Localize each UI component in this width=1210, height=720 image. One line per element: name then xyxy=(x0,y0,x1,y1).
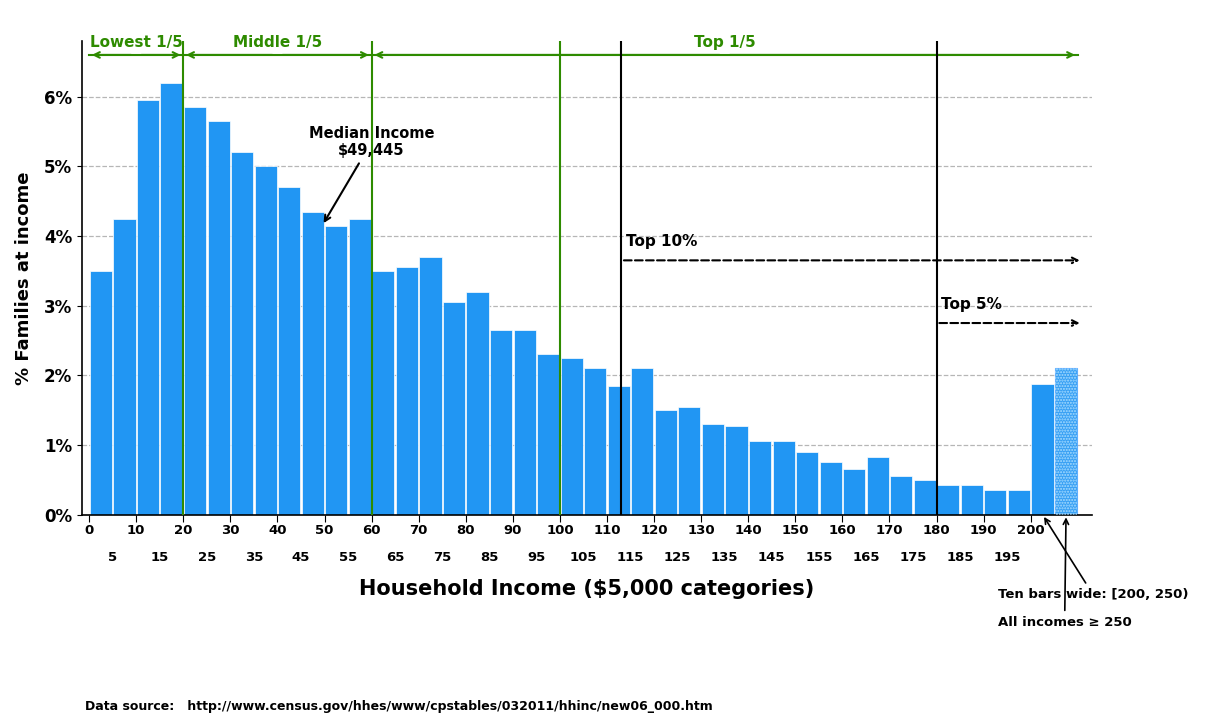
Bar xyxy=(467,292,489,515)
Text: Top 5%: Top 5% xyxy=(941,297,1002,312)
Bar xyxy=(1031,384,1054,515)
Bar xyxy=(891,476,912,515)
Bar xyxy=(584,369,606,515)
Bar xyxy=(938,485,960,515)
Text: 115: 115 xyxy=(617,551,644,564)
Text: Lowest 1/5: Lowest 1/5 xyxy=(90,35,183,50)
Bar xyxy=(866,457,889,515)
Bar xyxy=(208,121,230,515)
Bar xyxy=(961,485,983,515)
Bar xyxy=(184,107,206,515)
Bar xyxy=(655,410,676,515)
Text: 75: 75 xyxy=(433,551,451,564)
Bar xyxy=(537,354,559,515)
Bar xyxy=(114,219,136,515)
Text: All incomes ≥ 250: All incomes ≥ 250 xyxy=(998,519,1131,629)
Bar xyxy=(1055,369,1077,515)
Bar xyxy=(679,407,701,515)
Bar xyxy=(560,358,583,515)
Bar xyxy=(90,271,113,515)
Text: 135: 135 xyxy=(711,551,738,564)
Bar xyxy=(819,462,842,515)
Y-axis label: % Families at income: % Families at income xyxy=(15,171,33,384)
Bar xyxy=(772,441,795,515)
Bar xyxy=(490,330,512,515)
Text: 125: 125 xyxy=(664,551,691,564)
Bar xyxy=(632,369,653,515)
Bar xyxy=(1055,369,1077,515)
X-axis label: Household Income ($5,000 categories): Household Income ($5,000 categories) xyxy=(359,579,814,599)
Bar xyxy=(985,490,1007,515)
Text: 85: 85 xyxy=(480,551,499,564)
Bar xyxy=(796,452,818,515)
Text: 165: 165 xyxy=(852,551,880,564)
Bar xyxy=(396,267,417,515)
Text: 195: 195 xyxy=(993,551,1021,564)
Text: 155: 155 xyxy=(805,551,832,564)
Text: 15: 15 xyxy=(150,551,169,564)
Bar xyxy=(278,187,300,515)
Text: 145: 145 xyxy=(757,551,785,564)
Bar xyxy=(843,469,865,515)
Bar xyxy=(161,83,183,515)
Bar xyxy=(513,330,536,515)
Text: Data source:   http://www.census.gov/hhes/www/cpstables/032011/hhinc/new06_000.h: Data source: http://www.census.gov/hhes/… xyxy=(85,700,713,713)
Bar xyxy=(137,100,159,515)
Bar xyxy=(301,212,324,515)
Text: 105: 105 xyxy=(570,551,598,564)
Bar xyxy=(749,441,771,515)
Text: Middle 1/5: Middle 1/5 xyxy=(232,35,322,50)
Text: 55: 55 xyxy=(339,551,357,564)
Bar xyxy=(231,153,253,515)
Text: 95: 95 xyxy=(528,551,546,564)
Bar xyxy=(325,225,347,515)
Bar xyxy=(420,257,442,515)
Bar xyxy=(254,166,277,515)
Text: Top 1/5: Top 1/5 xyxy=(693,35,755,50)
Bar xyxy=(1008,490,1030,515)
Bar xyxy=(348,219,371,515)
Text: Top 10%: Top 10% xyxy=(626,235,697,249)
Text: 65: 65 xyxy=(386,551,404,564)
Bar xyxy=(914,480,935,515)
Text: 35: 35 xyxy=(244,551,263,564)
Bar xyxy=(726,426,748,515)
Text: 25: 25 xyxy=(197,551,215,564)
Bar xyxy=(373,271,394,515)
Text: Ten bars wide: [200, 250): Ten bars wide: [200, 250) xyxy=(998,518,1188,601)
Text: 175: 175 xyxy=(899,551,927,564)
Bar xyxy=(607,386,630,515)
Text: 185: 185 xyxy=(946,551,974,564)
Bar xyxy=(702,424,724,515)
Bar xyxy=(443,302,465,515)
Text: 45: 45 xyxy=(292,551,310,564)
Text: 5: 5 xyxy=(108,551,117,564)
Text: Median Income
$49,445: Median Income $49,445 xyxy=(309,126,434,221)
